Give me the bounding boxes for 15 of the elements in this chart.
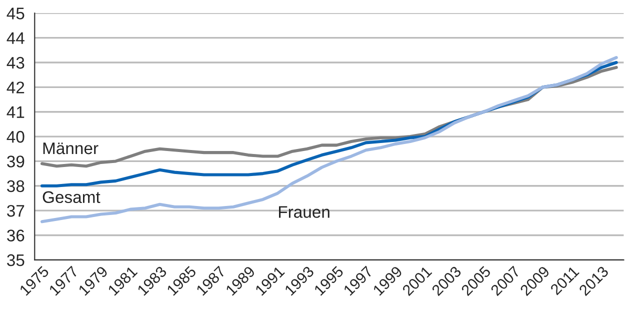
y-tick-label: 36: [7, 230, 24, 242]
line-series: [40, 56, 618, 224]
y-tick-label: 39: [7, 156, 24, 168]
y-tick-label: 35: [7, 254, 24, 266]
y-tick-label: 43: [6, 56, 24, 69]
y-tick-label: 37: [7, 204, 24, 217]
series-label: Frauen: [279, 206, 330, 218]
series-label: Männer: [43, 142, 98, 154]
y-tick-label: 45: [6, 8, 24, 20]
y-tick-label: 42: [6, 82, 24, 94]
y-tick-label: 41: [6, 106, 24, 118]
y-tick-label: 38: [7, 180, 24, 192]
y-tick-label: 44: [6, 32, 24, 44]
series-label: Gesamt: [42, 191, 100, 204]
y-tick-label: 40: [6, 130, 24, 143]
